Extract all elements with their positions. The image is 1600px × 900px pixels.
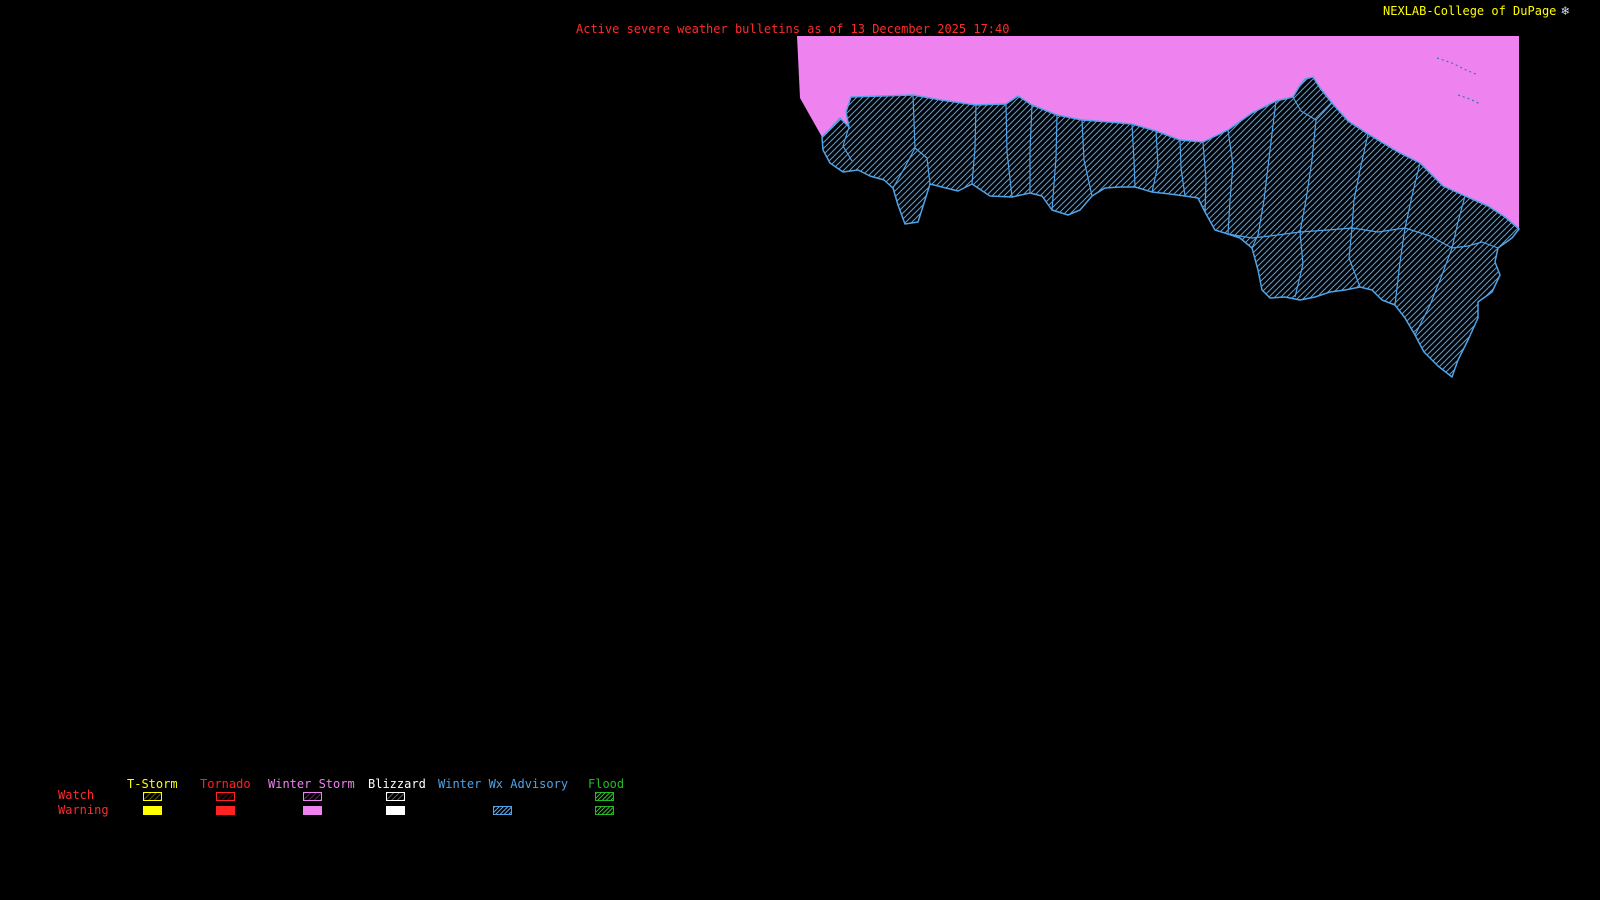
county-border xyxy=(1227,227,1499,249)
county-border xyxy=(1227,129,1234,235)
county-border xyxy=(842,126,853,162)
county-border xyxy=(1051,114,1058,211)
county-border xyxy=(1005,103,1013,198)
county-border xyxy=(1151,130,1159,193)
isle-royale-outline xyxy=(1457,94,1481,105)
county-border xyxy=(1348,227,1361,288)
brand-text: NEXLAB-College of DuPage xyxy=(1383,4,1557,18)
county-border xyxy=(1299,119,1317,233)
county-border xyxy=(971,104,977,185)
county-border xyxy=(1451,195,1466,249)
bulletin-title: Active severe weather bulletins as of 13… xyxy=(576,22,1010,36)
county-border xyxy=(914,147,931,185)
county-border xyxy=(1251,100,1277,249)
county-border xyxy=(892,94,916,189)
county-border xyxy=(1414,247,1453,336)
county-border xyxy=(1294,231,1304,298)
county-border xyxy=(1351,133,1369,229)
snowflake-icon: ❄ xyxy=(1561,3,1570,19)
county-border xyxy=(1394,227,1406,306)
county-border xyxy=(1131,123,1136,188)
county-border xyxy=(1292,96,1333,121)
winter-storm-warning-area[interactable] xyxy=(797,36,1519,229)
site-brand: NEXLAB-College of DuPage ❄ xyxy=(1383,4,1569,18)
county-border xyxy=(1029,104,1033,193)
county-border xyxy=(1081,119,1093,197)
county-border xyxy=(1404,162,1421,229)
county-border xyxy=(1179,139,1186,197)
county-border xyxy=(1202,141,1207,213)
